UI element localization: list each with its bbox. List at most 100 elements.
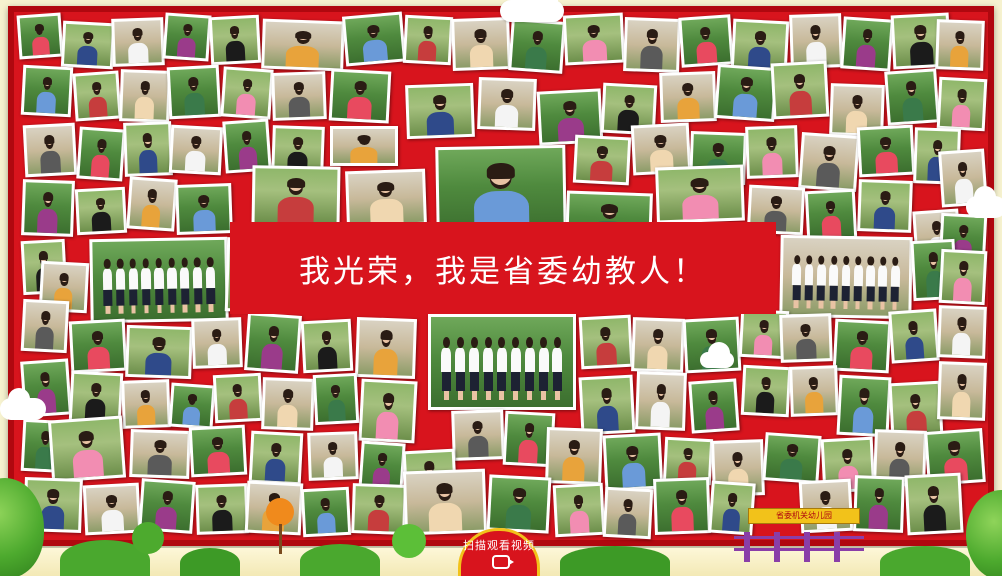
person-figure xyxy=(141,188,162,228)
teacher-photo xyxy=(125,324,193,380)
photo-image xyxy=(782,316,830,360)
photo-image xyxy=(843,19,891,69)
teacher-photo xyxy=(330,126,398,166)
photo-image xyxy=(264,380,312,428)
teacher-photo xyxy=(798,132,860,192)
person-figure xyxy=(868,487,889,530)
person-figure xyxy=(90,138,111,178)
photo-image xyxy=(331,71,389,121)
teacher-photo xyxy=(745,125,799,179)
photo-image xyxy=(211,17,259,63)
person-figure xyxy=(260,325,285,370)
photo-image xyxy=(358,320,414,376)
group-figure xyxy=(483,336,494,400)
person-figure xyxy=(855,28,878,68)
group-figure xyxy=(115,258,126,314)
photo-image xyxy=(124,382,168,426)
teacher-photo xyxy=(251,165,341,227)
person-figure xyxy=(595,326,618,366)
teacher-photo xyxy=(798,478,854,534)
photo-image xyxy=(839,377,889,435)
person-figure xyxy=(361,24,388,62)
teacher-photo xyxy=(602,486,654,540)
photo-image xyxy=(605,489,651,537)
teacher-photo xyxy=(938,248,988,306)
photo-image xyxy=(191,427,245,475)
teacher-photo xyxy=(328,68,392,124)
photo-image xyxy=(215,375,261,421)
teacher-photo xyxy=(16,12,64,60)
person-figure xyxy=(467,420,489,458)
person-figure xyxy=(951,88,972,128)
teacher-photo xyxy=(678,14,734,68)
person-figure xyxy=(426,95,455,136)
photo-image xyxy=(859,127,913,175)
teacher-photo xyxy=(904,472,964,536)
photo-image xyxy=(938,22,982,68)
title-banner: 我光荣，我是省委幼教人！ xyxy=(230,222,776,314)
group-photo xyxy=(779,234,913,320)
teacher-photo xyxy=(635,371,687,431)
bush-decoration xyxy=(180,548,240,576)
photo-image xyxy=(431,317,573,407)
photo-image xyxy=(626,20,678,70)
person-figure xyxy=(206,436,231,474)
teacher-photo xyxy=(937,305,987,359)
person-figure xyxy=(288,82,311,118)
photo-image xyxy=(310,434,356,478)
photo-image xyxy=(891,311,937,361)
person-figure xyxy=(323,442,344,478)
teacher-photo xyxy=(119,69,171,123)
person-figure xyxy=(417,26,438,62)
photo-image xyxy=(581,317,631,367)
group-figure xyxy=(524,336,535,400)
teacher-photo xyxy=(631,317,685,373)
person-figure xyxy=(677,82,700,120)
group-figure xyxy=(179,257,190,313)
cloud-icon xyxy=(500,0,564,22)
teacher-photo xyxy=(402,14,454,66)
photo-image xyxy=(303,489,349,535)
teacher-photo xyxy=(937,361,987,421)
photo-image xyxy=(860,182,910,230)
teacher-photo xyxy=(72,70,122,122)
group-photo xyxy=(428,314,576,410)
photo-image xyxy=(940,364,984,418)
photo-image xyxy=(85,485,139,533)
person-figure xyxy=(761,136,783,176)
group-figure xyxy=(496,336,507,400)
group-photo xyxy=(89,236,229,324)
banner-title: 我光荣，我是省委幼教人！ xyxy=(299,253,707,290)
photo-image xyxy=(887,71,937,123)
photo-image xyxy=(792,368,836,414)
teacher-photo xyxy=(552,482,606,538)
teacher-photo xyxy=(126,176,178,232)
photo-image xyxy=(19,15,61,57)
group-figure xyxy=(841,255,851,309)
photo-image xyxy=(765,435,819,481)
teacher-photo xyxy=(123,121,173,177)
photo-image xyxy=(171,385,213,427)
teacher-photo xyxy=(358,378,418,444)
person-figure xyxy=(494,88,519,128)
person-figure xyxy=(805,25,827,66)
photo-image xyxy=(198,486,246,532)
person-figure xyxy=(671,489,694,532)
photo-image xyxy=(23,67,71,115)
teacher-photo xyxy=(261,18,345,72)
teacher-photo xyxy=(166,64,222,120)
teacher-photo xyxy=(121,379,171,429)
person-figure xyxy=(39,134,62,174)
fence-post xyxy=(774,532,780,562)
teacher-photo xyxy=(936,76,988,132)
photo-image xyxy=(801,135,857,189)
photo-image xyxy=(807,191,855,239)
person-figure xyxy=(428,482,463,532)
bush-decoration xyxy=(300,544,380,576)
person-figure xyxy=(951,373,972,418)
photo-image xyxy=(939,79,985,129)
teacher-photo xyxy=(836,374,892,438)
photo-image xyxy=(406,471,484,533)
teacher-photo xyxy=(789,365,839,417)
